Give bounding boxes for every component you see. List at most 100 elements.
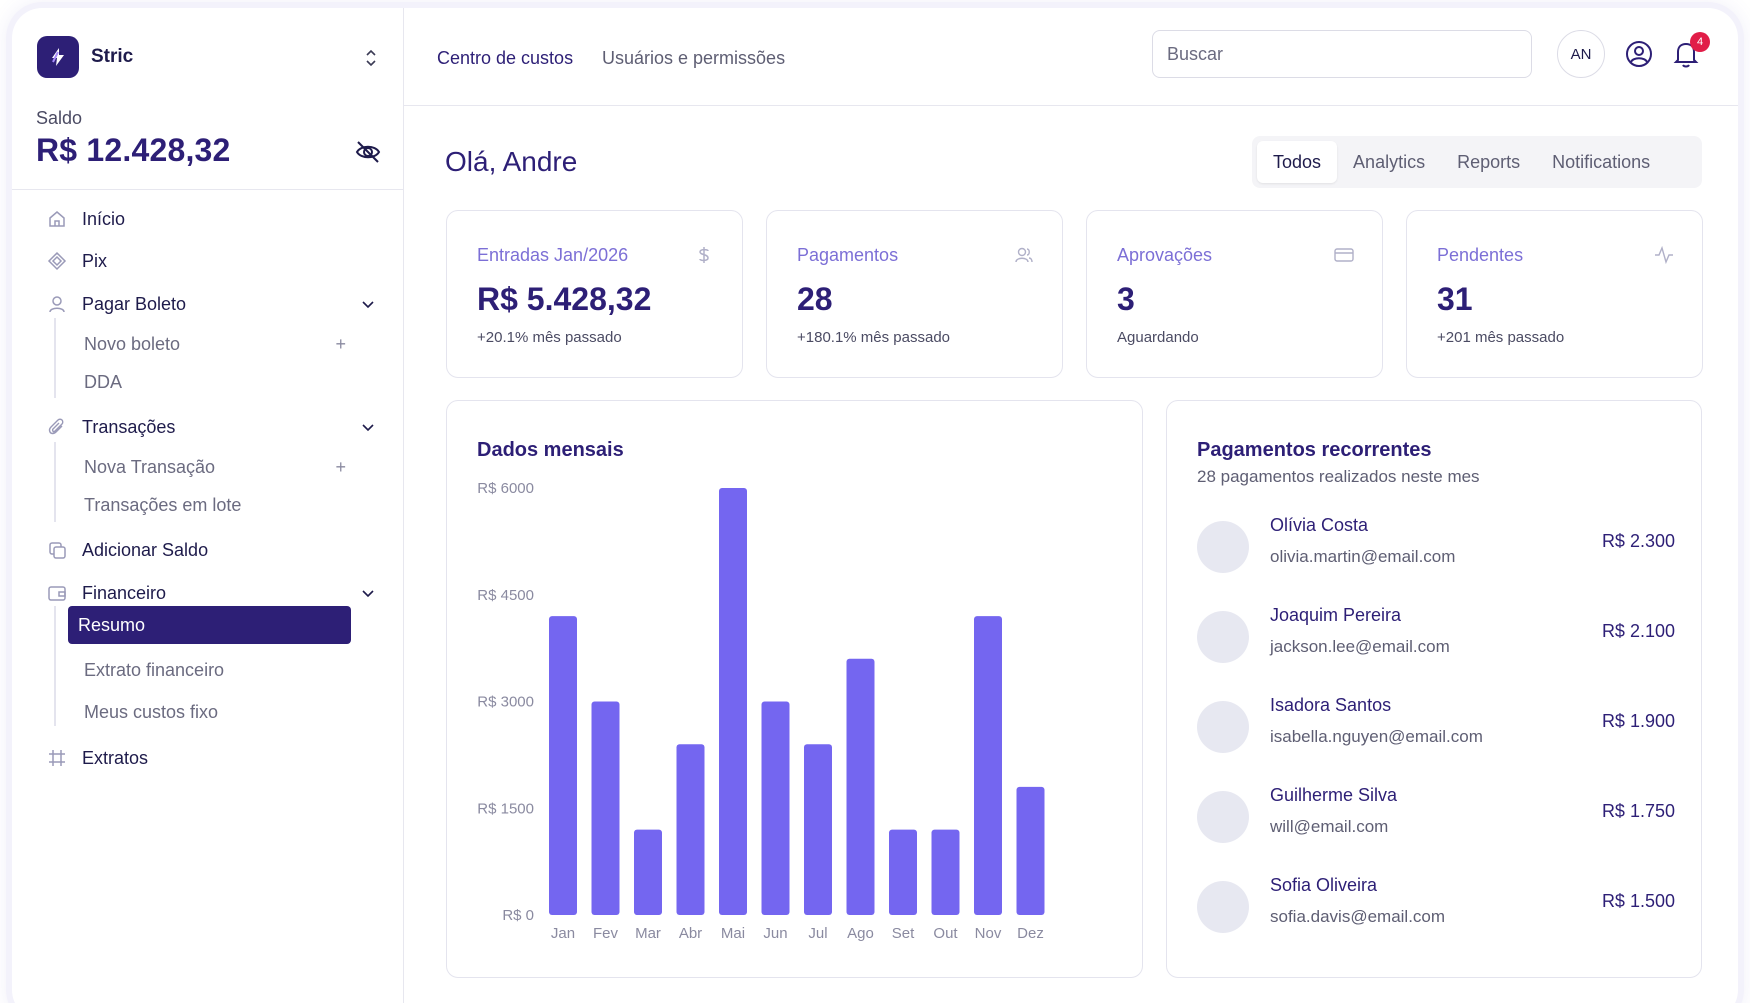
payee-name: Sofia Oliveira (1270, 875, 1378, 895)
chart-bar-jan[interactable] (549, 616, 577, 915)
payment-amount: R$ 2.100 (1601, 621, 1675, 641)
chart-bar-ago[interactable] (846, 658, 875, 915)
balance-label: Saldo (36, 108, 83, 128)
stat-card-pagamentos: Pagamentos 28 +180.1% mês passado (766, 210, 1063, 378)
stat-value: 28 (797, 281, 833, 317)
x-tick-label: Jan (551, 925, 575, 942)
chevron-down-icon[interactable] (360, 296, 376, 312)
plus-icon[interactable]: + (335, 333, 346, 354)
sidebar-item-pagar-boleto[interactable]: Pagar Boleto (46, 289, 376, 319)
chart-bar-jun[interactable] (761, 701, 790, 916)
sidebar-subitem-novo-boleto[interactable]: Novo boleto + (74, 325, 364, 363)
paperclip-icon (46, 416, 68, 438)
submenu-line (54, 442, 56, 522)
list-item[interactable]: Olívia Costa olivia.martin@email.com R$ … (1197, 515, 1675, 575)
sidebar-subitem-dda[interactable]: DDA (74, 363, 364, 401)
stat-title: Entradas Jan/2026 (477, 245, 629, 265)
avatar[interactable]: AN (1557, 30, 1605, 78)
payee-name: Guilherme Silva (1270, 785, 1398, 805)
x-tick-label: Mar (635, 925, 661, 942)
dollar-icon (699, 247, 709, 263)
sidebar-item-financeiro[interactable]: Financeiro (46, 578, 376, 608)
sidebar: Stric Saldo R$ 12.428,32 Início Pix Paga… (12, 8, 404, 1003)
sidebar-subitem-resumo[interactable]: Resumo (68, 606, 351, 644)
bell-icon[interactable] (1672, 39, 1700, 69)
sidebar-subitem-label: Meus custos fixo (84, 701, 219, 722)
recurring-payments-panel: Pagamentos recorrentes 28 pagamentos rea… (1166, 400, 1702, 978)
activity-icon (1655, 245, 1673, 265)
list-item[interactable]: Isadora Santos isabella.nguyen@email.com… (1197, 695, 1675, 755)
chart-bar-abr[interactable] (676, 744, 705, 915)
stat-title: Aprovações (1117, 245, 1213, 265)
nav-link-usuarios[interactable]: Usuários e permissões (602, 48, 786, 68)
list-item[interactable]: Joaquim Pereira jackson.lee@email.com R$… (1197, 605, 1675, 665)
nav-link-centro-custos[interactable]: Centro de custos (437, 48, 574, 68)
chart-bar-fev[interactable] (591, 701, 620, 916)
user-circle-icon[interactable] (1625, 40, 1653, 68)
stat-card-aprovacoes: Aprovações 3 Aguardando (1086, 210, 1383, 378)
chevron-down-icon[interactable] (360, 419, 376, 435)
chevron-up-down-icon[interactable] (362, 48, 380, 68)
sidebar-divider (12, 189, 404, 190)
sidebar-item-adicionar-saldo[interactable]: Adicionar Saldo (46, 535, 376, 565)
card-icon (1334, 248, 1354, 262)
tab-reports[interactable]: Reports (1457, 151, 1521, 172)
plus-icon[interactable]: + (335, 456, 346, 477)
chart-bar-set[interactable] (889, 829, 917, 915)
x-tick-label: Nov (975, 925, 1002, 942)
list-item[interactable]: Guilherme Silva will@email.com R$ 1.750 (1197, 785, 1675, 845)
sidebar-item-transacoes[interactable]: Transações (46, 412, 376, 442)
sidebar-subitem-nova-transacao[interactable]: Nova Transação + (74, 448, 364, 486)
home-icon (46, 208, 68, 230)
chevron-down-icon[interactable] (360, 585, 376, 601)
sidebar-item-label: Transações (82, 416, 176, 437)
sidebar-item-inicio[interactable]: Início (46, 204, 376, 234)
tab-bar: Todos Analytics Reports Notifications (1252, 136, 1702, 188)
y-tick-label: R$ 6000 (477, 480, 534, 497)
pix-icon (46, 250, 68, 272)
sidebar-item-pix[interactable]: Pix (46, 246, 376, 276)
list-item[interactable]: Sofia Oliveira sofia.davis@email.com R$ … (1197, 875, 1675, 935)
stat-card-entradas: Entradas Jan/2026 R$ 5.428,32 +20.1% mês… (446, 210, 743, 378)
brand[interactable]: Stric (37, 36, 133, 78)
x-tick-label: Ago (847, 925, 874, 942)
eye-off-icon[interactable] (354, 138, 382, 166)
stat-subtext: +180.1% mês passado (797, 329, 951, 346)
search-input[interactable] (1152, 30, 1532, 78)
sidebar-subitem-label: Extrato financeiro (84, 659, 225, 680)
x-tick-label: Abr (679, 925, 702, 942)
payee-email: jackson.lee@email.com (1270, 637, 1450, 656)
chart-title: Dados mensais (477, 439, 624, 461)
sidebar-subitem-label: Resumo (78, 614, 146, 635)
chart-bar-mar[interactable] (634, 829, 662, 915)
payment-amount: R$ 1.500 (1601, 891, 1675, 911)
sidebar-subitem-transacoes-lote[interactable]: Transações em lote (74, 486, 364, 524)
sidebar-item-label: Financeiro (82, 582, 167, 603)
y-tick-label: R$ 3000 (477, 694, 534, 711)
chart-bar-nov[interactable] (974, 616, 1002, 915)
wallet-icon (46, 582, 68, 604)
tab-notifications[interactable]: Notifications (1552, 151, 1651, 172)
avatar (1197, 521, 1249, 573)
tab-todos[interactable]: Todos (1257, 141, 1338, 183)
chart-bar-out[interactable] (931, 829, 960, 915)
payee-name: Isadora Santos (1270, 695, 1392, 715)
chart-bar-jul[interactable] (804, 744, 832, 915)
x-tick-label: Out (933, 925, 958, 942)
y-tick-label: R$ 0 (502, 907, 534, 924)
payee-email: isabella.nguyen@email.com (1270, 727, 1483, 746)
stat-value: 31 (1437, 281, 1473, 317)
bar-chart: R$ 0 R$ 1500 R$ 3000 R$ 4500 R$ 6000 Jan Fev Ma… (477, 480, 1045, 942)
sidebar-subitem-label: Transações em lote (84, 494, 242, 515)
x-tick-label: Dez (1017, 925, 1044, 942)
x-tick-label: Fev (593, 925, 619, 942)
user-icon (46, 293, 68, 315)
chart-bar-mai[interactable] (719, 488, 747, 915)
copy-icon (46, 539, 68, 561)
sidebar-subitem-custos-fixo[interactable]: Meus custos fixo (74, 693, 364, 731)
sidebar-item-extratos[interactable]: Extratos (46, 743, 376, 773)
x-tick-label: Mai (721, 925, 745, 942)
chart-bar-dez[interactable] (1016, 786, 1045, 915)
sidebar-subitem-extrato-financeiro[interactable]: Extrato financeiro (74, 651, 364, 689)
tab-analytics[interactable]: Analytics (1353, 151, 1426, 172)
